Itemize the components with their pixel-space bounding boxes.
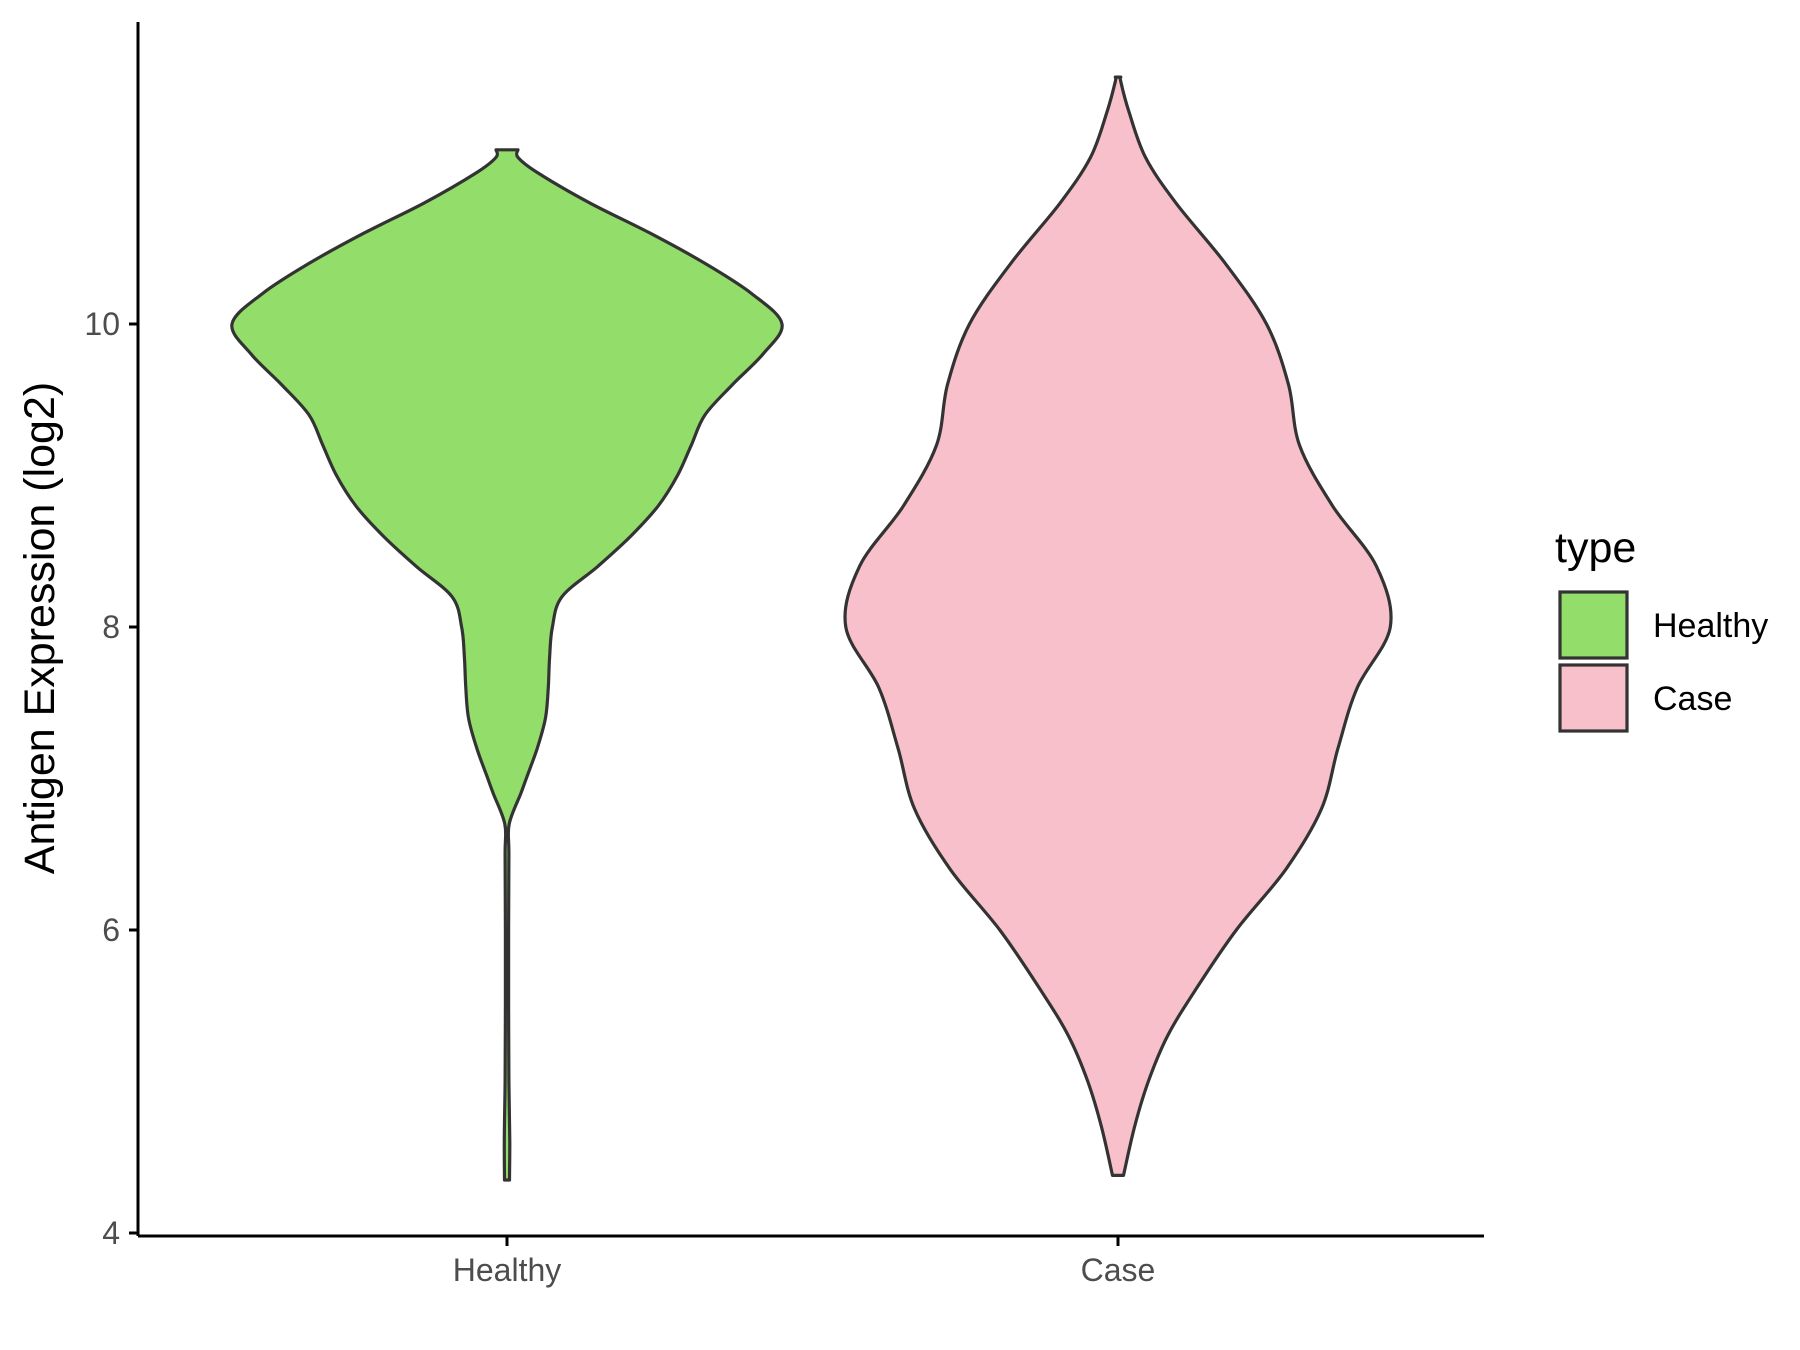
x-tick-label-healthy: Healthy <box>453 1252 562 1288</box>
legend: type Healthy Case <box>1555 524 1768 733</box>
legend-key-healthy <box>1558 590 1629 660</box>
y-tick-label-4: 4 <box>102 1215 120 1251</box>
axes-layer <box>136 22 1484 1238</box>
legend-title: type <box>1555 524 1636 572</box>
y-tick-label-6: 6 <box>102 912 120 948</box>
y-tick-label-10: 10 <box>84 306 120 342</box>
violin-healthy <box>230 148 784 1182</box>
violins-layer <box>230 75 1393 1182</box>
x-tick-label-case: Case <box>1081 1252 1156 1288</box>
y-ticks: 4 6 8 10 <box>84 306 138 1251</box>
y-tick-label-8: 8 <box>102 609 120 645</box>
legend-key-case <box>1558 663 1629 733</box>
legend-label-case: Case <box>1653 680 1732 718</box>
y-axis-title: Antigen Expression (log2) <box>16 382 64 874</box>
violin-case <box>843 75 1393 1177</box>
legend-label-healthy: Healthy <box>1653 607 1768 645</box>
x-ticks: Healthy Case <box>453 1236 1156 1288</box>
